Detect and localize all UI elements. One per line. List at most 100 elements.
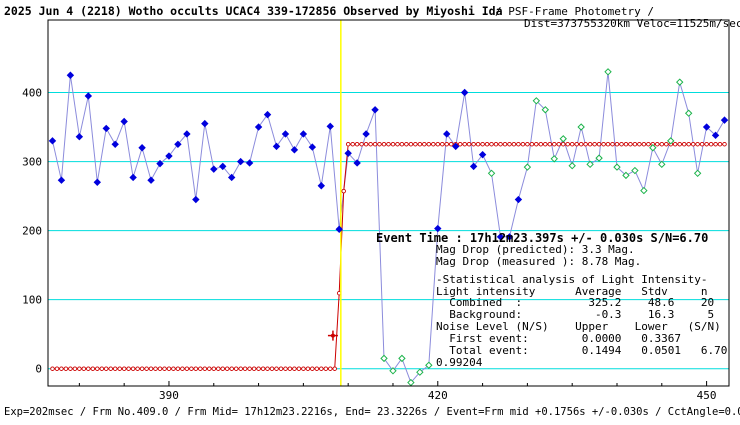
- model-point-133: [646, 141, 651, 147]
- model-point-80: [408, 141, 414, 147]
- model-point-132: [641, 141, 647, 147]
- model-point-113: [556, 141, 562, 147]
- model-point-41: [233, 366, 239, 371]
- observed-point-22: [245, 159, 254, 167]
- observed-point-51: [505, 233, 514, 241]
- comparison-point-37: [380, 354, 388, 363]
- model-point-105: [520, 141, 526, 147]
- noise-header: Noise Level (N/S) Upper Lower (S/N): [436, 320, 721, 333]
- model-point-11: [99, 366, 105, 371]
- model-point-150: [722, 141, 727, 147]
- comparison-point-38: [389, 367, 397, 375]
- observed-point-33: [344, 149, 352, 157]
- comparison-point-55: [541, 106, 550, 114]
- model-point-136: [659, 141, 665, 147]
- model-point-122: [596, 141, 602, 147]
- model-point-69: [359, 141, 364, 147]
- observed-point-11: [147, 176, 155, 184]
- model-point-71: [368, 141, 373, 147]
- observed-polyline: [52, 71, 725, 384]
- model-point-84: [426, 141, 432, 147]
- model-point-93: [466, 141, 472, 147]
- model-point-67: [350, 141, 355, 147]
- model-point-30: [184, 366, 190, 371]
- observed-point-7: [111, 140, 119, 149]
- model-point-29: [180, 366, 185, 371]
- stats-title: -Statistical analysis of Light Intensity…: [436, 273, 708, 286]
- model-point-139: [672, 141, 678, 147]
- model-point-85: [431, 141, 436, 147]
- model-point-75: [386, 141, 391, 147]
- model-point-124: [605, 141, 611, 147]
- model-point-51: [278, 366, 284, 371]
- observed-point-34: [353, 159, 361, 167]
- model-point-65: [341, 188, 346, 194]
- model-point-42: [238, 366, 243, 371]
- model-point-145: [699, 141, 705, 147]
- observed-point-24: [263, 110, 272, 119]
- model-point-98: [489, 141, 494, 147]
- model-point-57: [305, 366, 311, 371]
- model-point-35: [207, 366, 212, 371]
- model-point-137: [664, 141, 669, 147]
- observed-point-28: [299, 130, 308, 138]
- model-point-10: [95, 366, 100, 371]
- model-point-123: [601, 141, 606, 147]
- model-point-114: [560, 141, 566, 147]
- model-point-45: [251, 366, 257, 371]
- observed-point-4: [84, 92, 93, 100]
- model-point-115: [565, 141, 570, 147]
- model-point-66: [345, 141, 351, 147]
- model-point-68: [354, 141, 360, 147]
- model-point-15: [117, 366, 122, 371]
- model-point-131: [637, 141, 642, 147]
- model-point-53: [287, 366, 293, 371]
- observed-point-47: [469, 162, 478, 171]
- model-point-47: [260, 366, 266, 371]
- observed-point-5: [93, 178, 101, 186]
- observed-point-12: [156, 159, 164, 168]
- model-point-27: [171, 366, 176, 371]
- model-point-50: [274, 366, 279, 371]
- model-point-5: [72, 366, 78, 371]
- model-point-28: [175, 366, 181, 371]
- observed-point-43: [434, 224, 442, 233]
- observed-point-13: [165, 152, 173, 160]
- observed-point-36: [371, 106, 379, 114]
- model-point-61: [323, 366, 329, 371]
- model-point-100: [498, 141, 503, 147]
- observed-point-18: [210, 165, 218, 173]
- model-point-81: [413, 141, 418, 147]
- model-point-12: [103, 366, 109, 371]
- x-tick-390: 390: [159, 389, 179, 402]
- y-tick-labels: 0 100 200 300 400: [22, 87, 42, 376]
- comparison-point-71: [684, 109, 693, 117]
- observed-point-3: [75, 132, 84, 141]
- model-point-17: [126, 366, 131, 371]
- model-point-79: [404, 141, 409, 147]
- model-point-77: [395, 141, 400, 147]
- model-point-87: [440, 141, 445, 147]
- event-time-label: Event Time : 17h12m23.397s +/- 0.030s S/…: [376, 231, 708, 245]
- model-point-2: [59, 366, 64, 371]
- noise-first-event: First event: 0.0000 0.3367: [436, 332, 681, 345]
- comparison-point-49: [487, 169, 496, 178]
- model-point-89: [448, 141, 454, 147]
- x-tick-450: 450: [697, 389, 717, 402]
- model-point-6: [77, 366, 82, 371]
- model-point-40: [229, 366, 234, 371]
- model-point-9: [90, 366, 96, 371]
- model-point-120: [587, 141, 593, 147]
- noise-total-event: Total event: 0.1494 0.0501 6.70: [436, 344, 727, 357]
- model-point-107: [529, 141, 535, 147]
- comparison-point-53: [523, 163, 532, 171]
- model-point-103: [511, 141, 517, 147]
- model-point-58: [310, 366, 315, 371]
- model-step-curve: [50, 141, 727, 371]
- model-point-23: [153, 366, 158, 371]
- observed-point-27: [290, 146, 299, 154]
- event-marker-dot: [330, 333, 335, 338]
- model-point-148: [713, 141, 718, 147]
- x-tick-labels: 390 420 450: [78, 381, 717, 402]
